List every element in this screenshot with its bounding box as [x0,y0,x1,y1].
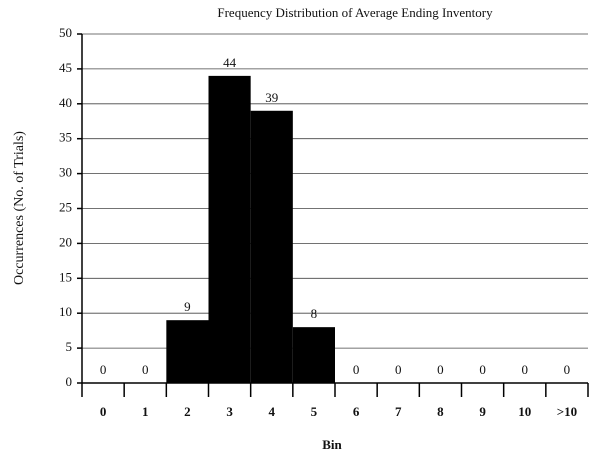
x-tick-label: 0 [100,404,107,419]
x-axis-label: Bin [322,437,342,452]
x-tick-label: 8 [437,404,444,419]
y-tick-label: 40 [59,95,72,110]
data-label: 0 [395,362,402,377]
bar [292,327,335,383]
chart-title: Frequency Distribution of Average Ending… [217,5,493,20]
data-label: 0 [479,362,486,377]
y-tick-label: 25 [59,199,72,214]
data-label: 9 [184,299,191,314]
y-tick-label: 20 [59,234,72,249]
data-label: 39 [265,90,278,105]
x-tick-label: 9 [479,404,486,419]
y-tick-label: 10 [59,304,72,319]
x-tick-label: 6 [353,404,360,419]
x-tick-label: >10 [557,404,577,419]
x-tick-label: 1 [142,404,149,419]
data-label: 0 [100,362,107,377]
x-tick-label: 10 [518,404,531,419]
y-tick-label: 45 [59,60,72,75]
x-tick-label: 5 [311,404,318,419]
x-tick-label: 7 [395,404,402,419]
y-tick-label: 30 [59,165,72,180]
data-label: 44 [223,55,237,70]
bar [250,110,293,383]
data-label: 0 [522,362,529,377]
y-tick-label: 5 [66,339,73,354]
x-tick-label: 3 [226,404,233,419]
data-label: 8 [311,306,318,321]
bar [208,75,251,383]
y-tick-label: 15 [59,269,72,284]
y-axis-label: Occurrences (No. of Trials) [12,131,27,285]
data-label: 0 [564,362,571,377]
x-tick-label: 2 [184,404,191,419]
y-tick-label: 50 [59,25,72,40]
bar [166,320,209,383]
data-label: 0 [353,362,360,377]
x-tick-label: 4 [269,404,276,419]
y-tick-label: 0 [66,374,73,389]
data-label: 0 [437,362,444,377]
data-label: 0 [142,362,149,377]
y-tick-label: 35 [59,130,72,145]
